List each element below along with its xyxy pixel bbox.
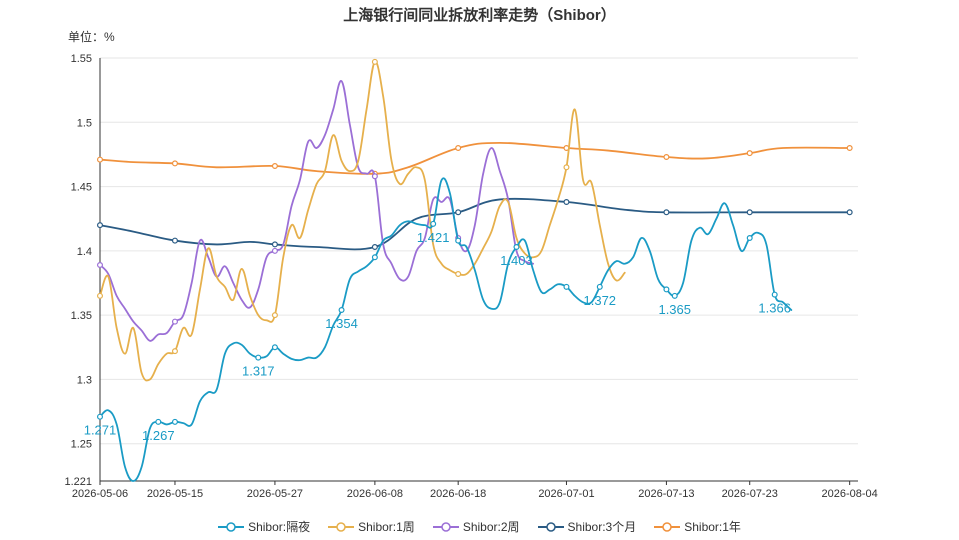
- data-point: [271, 163, 278, 170]
- data-point: [171, 318, 178, 325]
- data-point: [563, 283, 570, 290]
- data-label: 1.267: [142, 428, 175, 443]
- legend-label: Shibor:3个月: [567, 520, 637, 534]
- legend-swatch-icon: [654, 521, 681, 532]
- legend-label: Shibor:隔夜: [248, 520, 311, 534]
- data-point: [271, 247, 278, 254]
- x-tick-label: 2026-06-18: [430, 488, 486, 500]
- legend-swatch-icon: [328, 521, 355, 532]
- data-label: 1.354: [325, 316, 358, 331]
- series-1: [96, 58, 626, 382]
- x-tick-label: 2026-08-04: [822, 488, 878, 500]
- series-3: [96, 197, 853, 251]
- data-point: [455, 145, 462, 152]
- data-point: [371, 254, 378, 261]
- data-point: [846, 209, 853, 216]
- data-point: [371, 244, 378, 251]
- data-label: 1.317: [242, 364, 275, 379]
- y-tick-label: 1.221: [64, 476, 92, 488]
- data-label: 1.366: [758, 301, 791, 316]
- series-line: [99, 197, 851, 251]
- data-label: 1.403: [500, 253, 533, 268]
- series-4: [96, 141, 853, 177]
- legend-item[interactable]: Shibor:隔夜: [218, 518, 310, 535]
- data-point: [271, 344, 278, 351]
- data-point: [513, 244, 520, 251]
- series-2: [96, 80, 535, 342]
- legend-swatch-icon: [218, 521, 245, 532]
- data-point: [371, 173, 378, 180]
- data-point: [455, 209, 462, 216]
- y-tick-label: 1.45: [71, 182, 92, 194]
- data-point: [671, 292, 678, 299]
- series-line: [99, 141, 851, 175]
- legend-item[interactable]: Shibor:2周: [432, 518, 520, 535]
- legend: Shibor:隔夜 Shibor:1周 Shibor:2周 Shibor:3个月 Shi…: [0, 518, 959, 535]
- data-point: [171, 348, 178, 355]
- data-point: [96, 262, 103, 269]
- x-tick-label: 2026-05-15: [147, 488, 203, 500]
- data-point: [96, 222, 103, 229]
- series-line: [99, 60, 626, 382]
- data-point: [455, 237, 462, 244]
- legend-swatch-icon: [432, 521, 459, 532]
- data-label: 1.365: [658, 302, 691, 317]
- series-line: [99, 177, 793, 482]
- data-point: [338, 307, 345, 314]
- y-tick-label: 1.55: [71, 53, 92, 65]
- data-point: [563, 199, 570, 206]
- x-tick-label: 2026-05-06: [72, 488, 128, 500]
- y-axis-unit-label: 单位：%: [68, 30, 115, 44]
- y-tick-label: 1.4: [77, 246, 92, 258]
- data-point: [96, 156, 103, 163]
- legend-swatch-icon: [537, 521, 564, 532]
- y-tick-label: 1.35: [71, 310, 92, 322]
- chart-title: 上海银行间同业拆放利率走势（Shibor）: [343, 7, 616, 24]
- data-point: [663, 286, 670, 293]
- x-tick-label: 2026-07-23: [722, 488, 778, 500]
- y-tick-label: 1.25: [71, 439, 92, 451]
- data-point: [846, 145, 853, 152]
- data-point: [96, 413, 103, 420]
- y-tick-label: 1.3: [77, 374, 92, 386]
- data-point: [271, 241, 278, 248]
- legend-item[interactable]: Shibor:1周: [328, 518, 415, 535]
- series-0: 1.271 1.267 1.317 1.354 1.421 1.403 1.372 1.365…: [84, 177, 793, 482]
- data-label: 1.271: [84, 423, 117, 438]
- x-tick-label: 2026-05-27: [247, 488, 303, 500]
- data-point: [663, 209, 670, 216]
- data-label: 1.372: [584, 293, 617, 308]
- data-point: [455, 271, 462, 278]
- data-point: [771, 291, 778, 298]
- data-point: [596, 283, 603, 290]
- data-point: [746, 235, 753, 242]
- data-point: [271, 312, 278, 319]
- x-tick-label: 2026-07-13: [638, 488, 694, 500]
- x-tick-label: 2026-07-01: [538, 488, 594, 500]
- data-point: [663, 154, 670, 161]
- data-point: [171, 418, 178, 425]
- data-point: [171, 237, 178, 244]
- data-point: [746, 209, 753, 216]
- data-point: [171, 160, 178, 167]
- data-point: [96, 292, 103, 299]
- y-tick-label: 1.5: [77, 117, 92, 129]
- data-point: [255, 354, 262, 361]
- data-point: [746, 150, 753, 157]
- series-line: [99, 80, 535, 342]
- data-point: [371, 58, 378, 65]
- data-point: [155, 418, 162, 425]
- x-tick-label: 2026-06-08: [347, 488, 403, 500]
- legend-item[interactable]: Shibor:1年: [654, 518, 741, 535]
- data-point: [563, 164, 570, 171]
- legend-label: Shibor:1周: [358, 520, 415, 534]
- legend-label: Shibor:2周: [462, 520, 520, 534]
- data-label: 1.421: [417, 230, 450, 245]
- legend-label: Shibor:1年: [684, 520, 741, 534]
- legend-item[interactable]: Shibor:3个月: [537, 518, 637, 535]
- data-point: [430, 220, 437, 227]
